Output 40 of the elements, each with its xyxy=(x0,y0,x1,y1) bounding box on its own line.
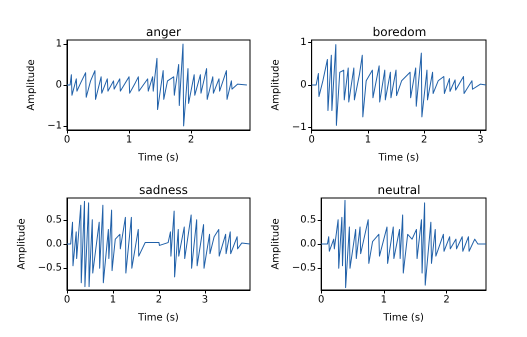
y-tick-label: 0.0 xyxy=(46,238,62,250)
x-tick-label: 2 xyxy=(443,294,450,306)
line-series xyxy=(66,44,248,126)
x-tick-label: 0 xyxy=(318,294,324,306)
x-tick-label: 1 xyxy=(110,294,116,306)
y-tick-label: 1 xyxy=(300,37,307,48)
x-tick-label: 2 xyxy=(420,134,428,146)
y-tick-label: −0.5 xyxy=(38,262,62,274)
x-tick-label: 3 xyxy=(202,294,208,306)
y-tick-label: 1 xyxy=(56,38,62,50)
x-tick-label: 2 xyxy=(188,134,194,146)
line-series xyxy=(66,200,250,288)
x-axis-title: Time (s) xyxy=(382,312,424,324)
y-tick-label: 0.5 xyxy=(300,214,316,226)
y-axis-title: Amplitude xyxy=(16,218,28,270)
x-tick-label: 3 xyxy=(477,134,484,146)
y-tick-label: 0 xyxy=(300,80,307,90)
line-series xyxy=(311,44,486,126)
x-axis-title: Time (s) xyxy=(137,312,179,324)
chart-title: neutral xyxy=(378,183,420,197)
chart-title: anger xyxy=(146,25,182,39)
x-tick-label: 1 xyxy=(380,294,388,306)
y-axis-title: Amplitude xyxy=(270,218,282,270)
chart-title: sadness xyxy=(139,183,188,197)
y-axis-title: Amplitude xyxy=(270,59,282,111)
y-tick-label: −1 xyxy=(47,120,62,132)
y-tick-label: 0.5 xyxy=(46,214,62,226)
x-tick-label: 1 xyxy=(126,134,132,146)
y-tick-label: 0 xyxy=(56,80,62,90)
x-tick-label: 2 xyxy=(156,294,162,306)
x-tick-label: 0 xyxy=(64,134,70,146)
y-axis-title: Amplitude xyxy=(26,59,37,111)
y-tick-label: −1 xyxy=(292,122,307,133)
x-tick-label: 0 xyxy=(64,294,70,306)
x-tick-label: 1 xyxy=(364,134,372,146)
chart-title: boredom xyxy=(372,25,426,39)
x-axis-title: Time (s) xyxy=(137,152,179,164)
y-tick-label: −0.5 xyxy=(292,262,316,274)
y-tick-label: 0.0 xyxy=(300,238,316,250)
x-axis-title: Time (s) xyxy=(377,152,420,164)
